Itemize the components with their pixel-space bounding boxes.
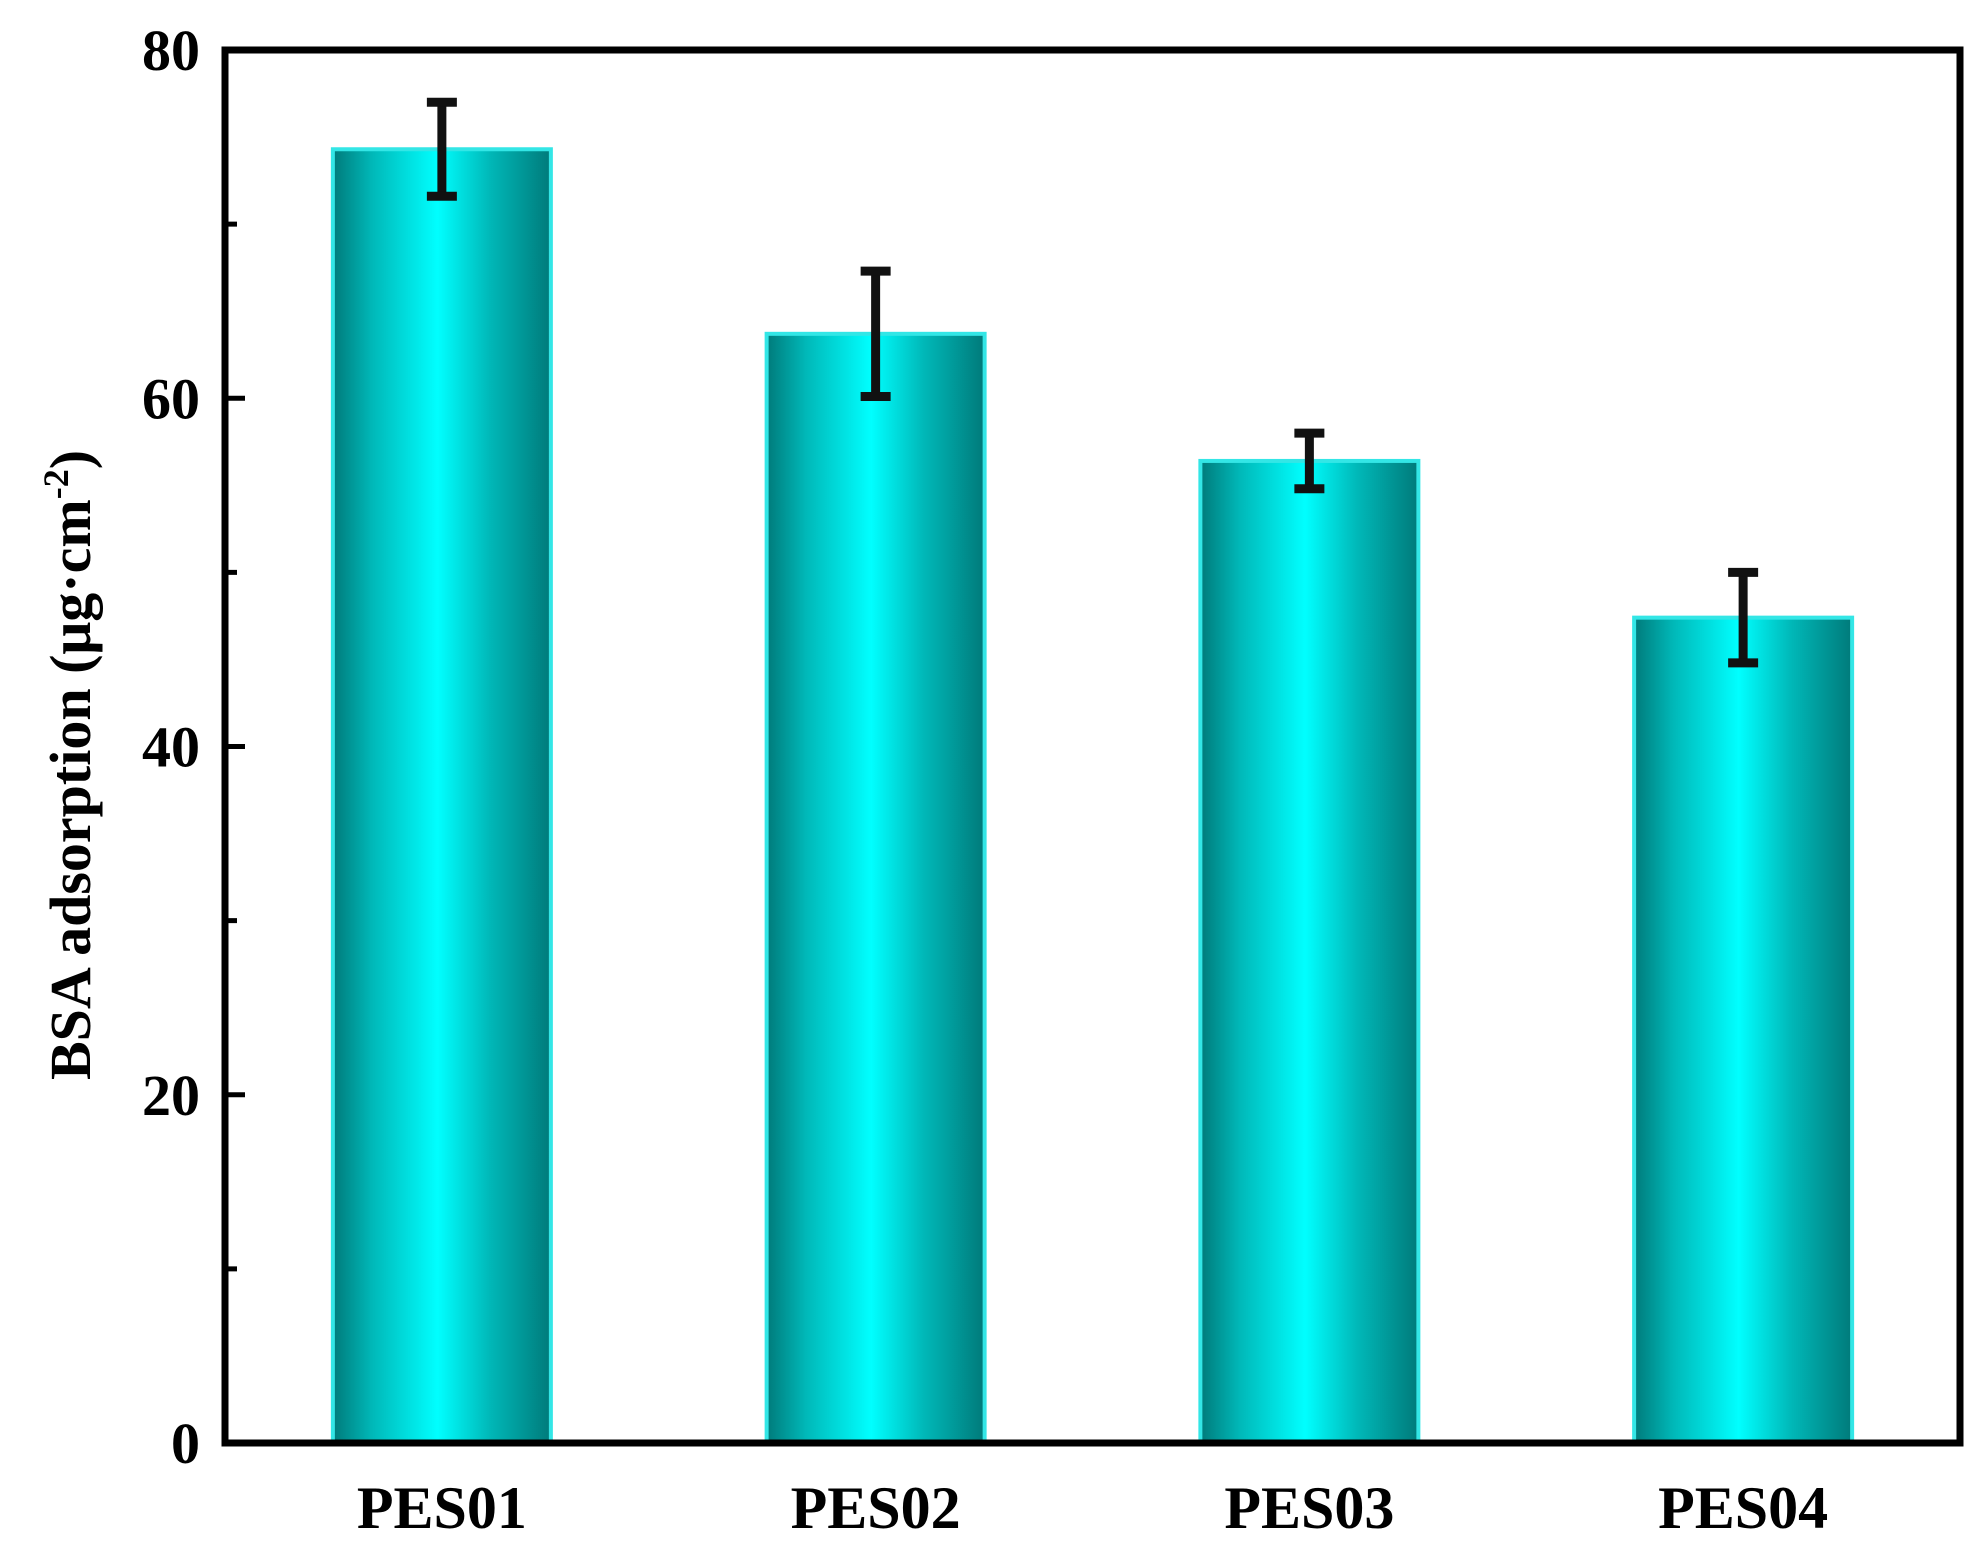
x-tick-label-pes02: PES02 — [791, 1475, 961, 1541]
y-axis-label: BSA adsorption (μg·cm-2) — [36, 450, 103, 1080]
x-tick-label-pes04: PES04 — [1658, 1475, 1828, 1541]
y-tick-label-60: 60 — [142, 366, 200, 431]
bar-pes04 — [1632, 615, 1855, 1445]
y-tick-label-80: 80 — [142, 18, 200, 83]
y-axis-label-superscript: -2 — [36, 469, 76, 499]
x-tick-label-pes03: PES03 — [1224, 1475, 1394, 1541]
bar-pes03 — [1198, 458, 1421, 1445]
bar-pes02 — [764, 331, 987, 1446]
error-bar-pes04 — [1728, 567, 1759, 668]
y-axis-label-close: ) — [38, 450, 103, 469]
y-tick-label-40: 40 — [142, 715, 200, 780]
error-bar-pes01 — [426, 97, 457, 201]
y-axis-label-text: BSA adsorption (μg·cm — [38, 499, 103, 1080]
bars — [330, 147, 1855, 1446]
y-tick-label-20: 20 — [142, 1063, 200, 1128]
bar-pes01 — [330, 147, 553, 1446]
tick-labels: PES01 PES02 PES03 PES04 0 20 40 60 80 — [142, 18, 1828, 1541]
error-bar-pes03 — [1294, 428, 1325, 494]
error-bar-pes02 — [860, 266, 891, 402]
y-tick-label-0: 0 — [171, 1411, 200, 1476]
error-bars — [426, 97, 1759, 668]
x-tick-label-pes01: PES01 — [357, 1475, 527, 1541]
axes — [221, 46, 1964, 1447]
